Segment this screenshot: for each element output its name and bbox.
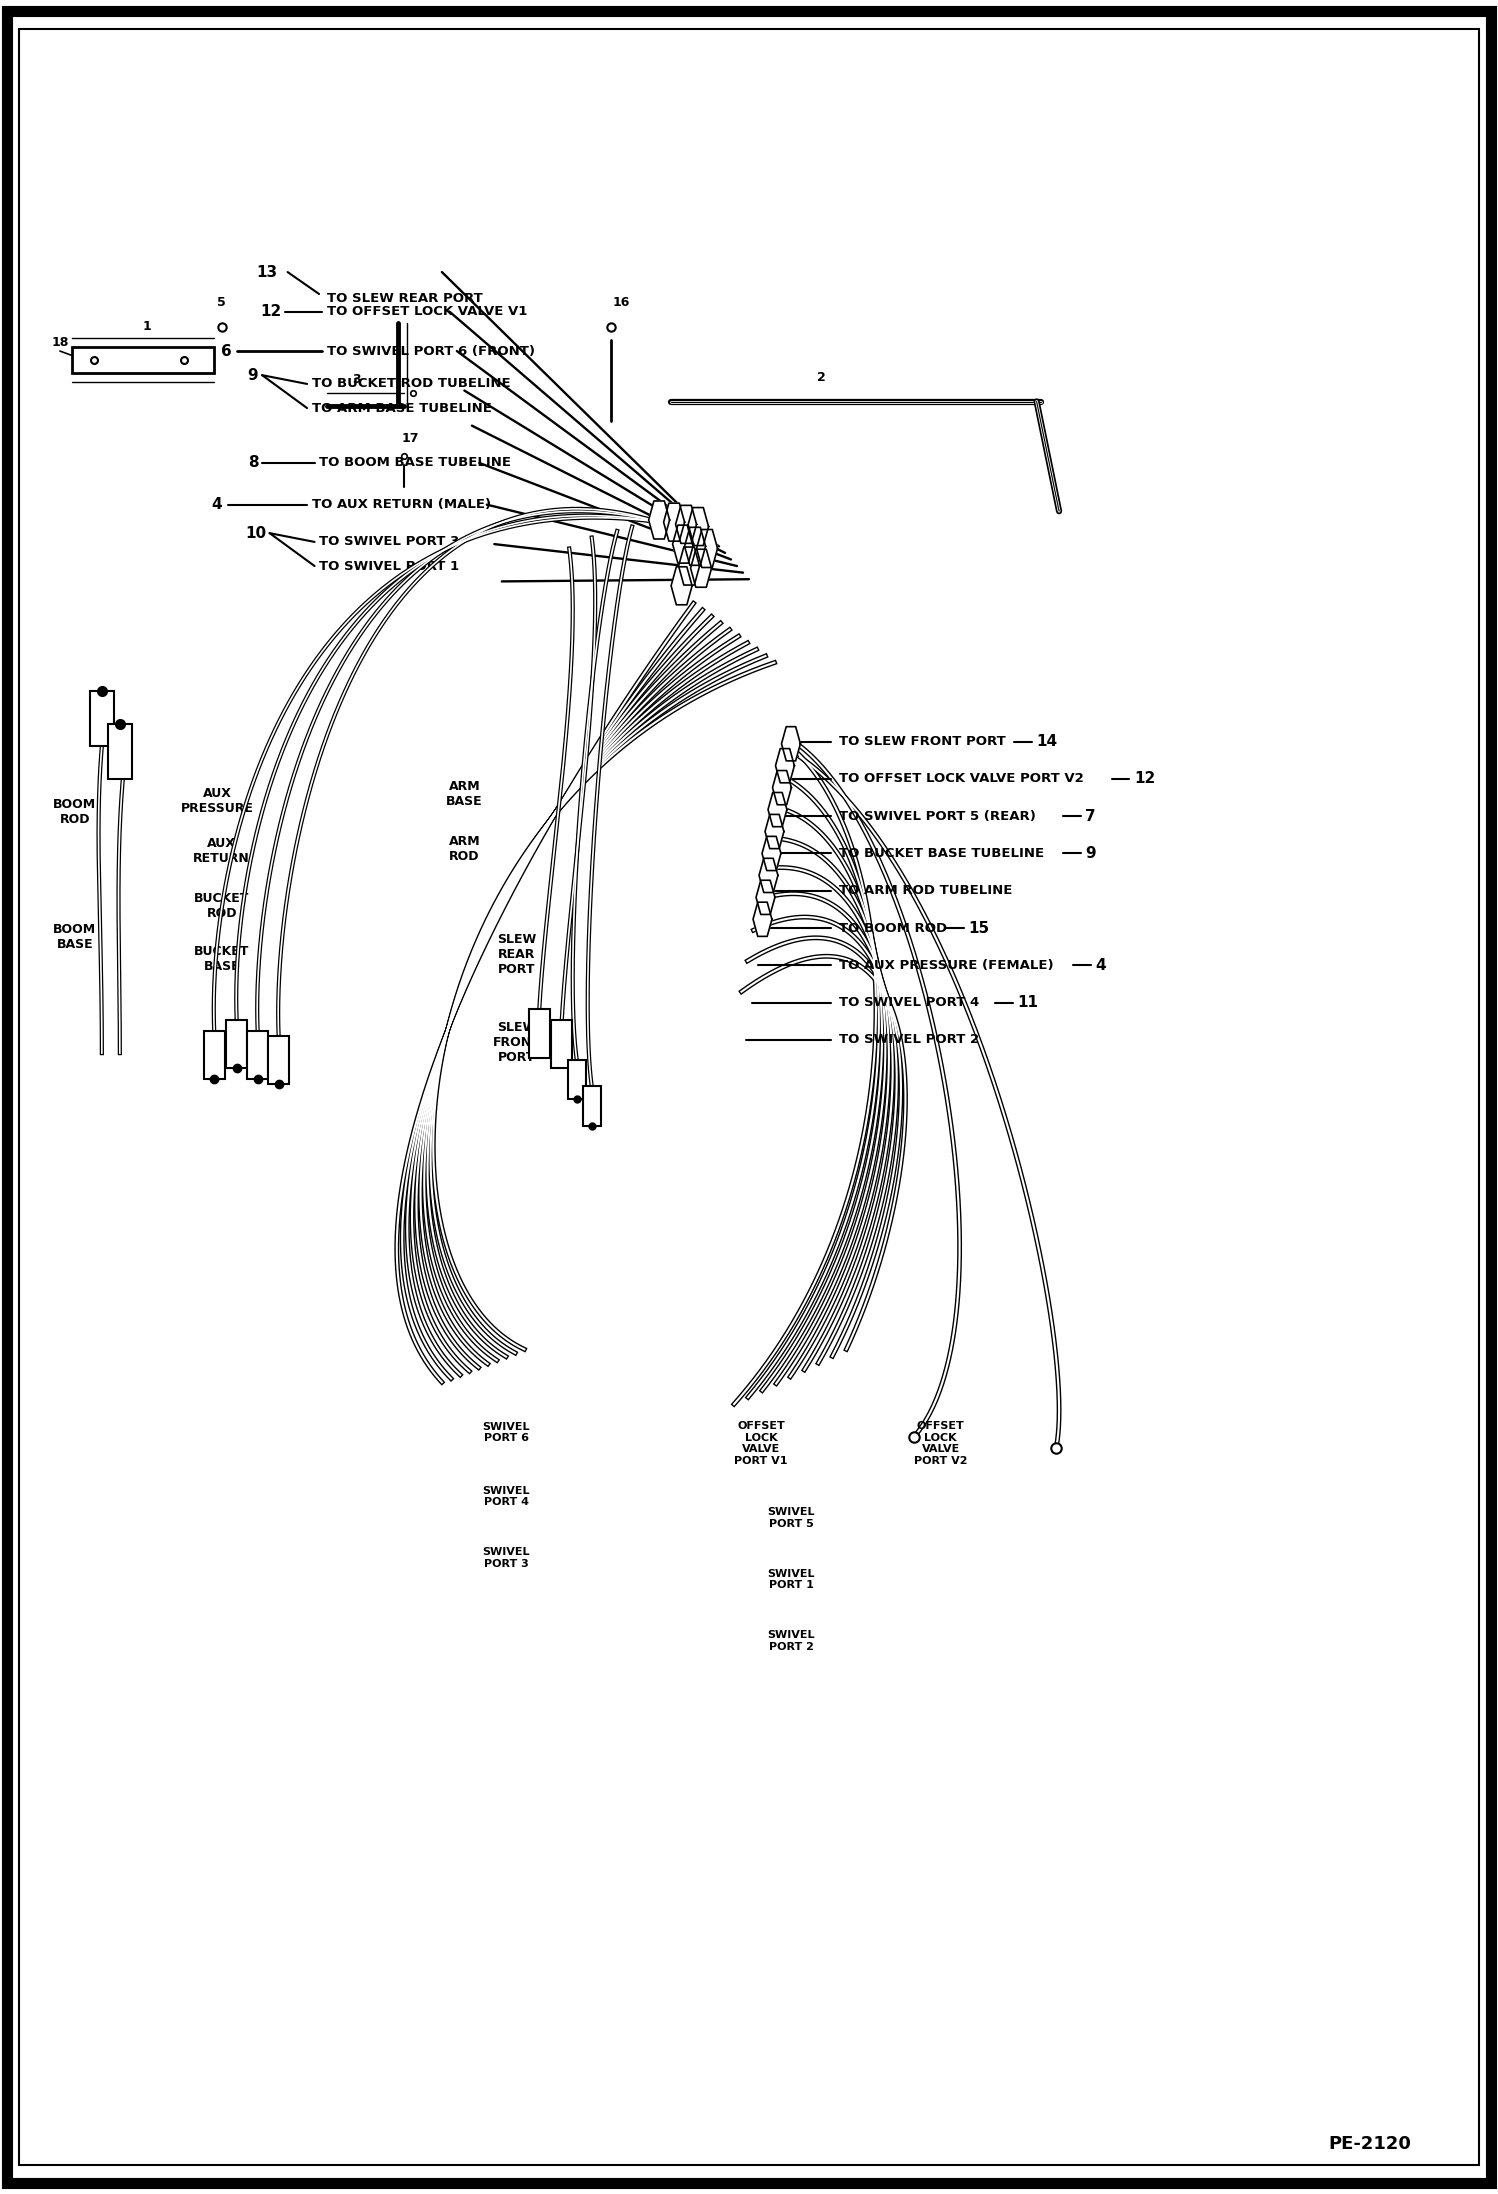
FancyBboxPatch shape: [108, 724, 132, 779]
Text: TO SWIVEL PORT 2: TO SWIVEL PORT 2: [839, 1033, 980, 1047]
Polygon shape: [776, 748, 794, 783]
Text: 5: 5: [217, 296, 226, 309]
Text: 4: 4: [1095, 959, 1106, 972]
Text: 7: 7: [1085, 810, 1097, 823]
Text: 10: 10: [246, 527, 267, 540]
Text: TO ARM ROD TUBELINE: TO ARM ROD TUBELINE: [839, 884, 1013, 897]
Polygon shape: [759, 858, 777, 893]
Text: 8: 8: [249, 456, 259, 470]
Polygon shape: [753, 902, 771, 937]
Polygon shape: [768, 792, 786, 827]
Text: 9: 9: [247, 369, 258, 382]
Text: SWIVEL
PORT 6: SWIVEL PORT 6: [482, 1422, 530, 1444]
Text: OFFSET
LOCK
VALVE
PORT V1: OFFSET LOCK VALVE PORT V1: [734, 1422, 788, 1466]
Text: 9: 9: [1085, 847, 1097, 860]
FancyBboxPatch shape: [204, 1031, 225, 1079]
Text: 16: 16: [613, 296, 631, 309]
FancyBboxPatch shape: [551, 1020, 572, 1068]
Text: 1: 1: [142, 320, 151, 333]
Text: BUCKET
ROD: BUCKET ROD: [195, 893, 249, 919]
Text: TO BOOM ROD: TO BOOM ROD: [839, 921, 947, 935]
Text: TO ARM BASE TUBELINE: TO ARM BASE TUBELINE: [312, 402, 491, 415]
Text: 15: 15: [969, 921, 990, 935]
Text: 12: 12: [1134, 772, 1155, 785]
Text: TO SWIVEL PORT 4: TO SWIVEL PORT 4: [839, 996, 980, 1009]
Text: TO BUCKET ROD TUBELINE: TO BUCKET ROD TUBELINE: [312, 377, 511, 391]
Text: PE-2120: PE-2120: [1329, 2135, 1411, 2152]
FancyBboxPatch shape: [568, 1060, 586, 1099]
Text: 2: 2: [816, 371, 825, 384]
Polygon shape: [762, 836, 780, 871]
Polygon shape: [664, 502, 685, 542]
Text: BUCKET
BASE: BUCKET BASE: [195, 946, 249, 972]
Text: SWIVEL
PORT 2: SWIVEL PORT 2: [767, 1630, 815, 1652]
Text: ARM
ROD: ARM ROD: [448, 836, 481, 862]
Polygon shape: [688, 507, 709, 546]
Polygon shape: [679, 546, 700, 586]
Text: TO SWIVEL PORT 6 (FRONT): TO SWIVEL PORT 6 (FRONT): [327, 344, 535, 358]
Polygon shape: [685, 527, 706, 566]
Text: TO SWIVEL PORT 3: TO SWIVEL PORT 3: [319, 535, 460, 548]
Polygon shape: [756, 880, 774, 915]
Text: 3: 3: [352, 373, 361, 386]
Text: TO SLEW REAR PORT: TO SLEW REAR PORT: [327, 292, 482, 305]
Text: 4: 4: [211, 498, 222, 511]
Text: 11: 11: [1017, 996, 1038, 1009]
Text: 14: 14: [1037, 735, 1058, 748]
Text: TO SWIVEL PORT 5 (REAR): TO SWIVEL PORT 5 (REAR): [839, 810, 1035, 823]
Text: TO SLEW FRONT PORT: TO SLEW FRONT PORT: [839, 735, 1005, 748]
Text: 6: 6: [222, 344, 232, 358]
FancyBboxPatch shape: [268, 1036, 289, 1084]
Text: 17: 17: [401, 432, 419, 445]
FancyBboxPatch shape: [226, 1020, 247, 1068]
FancyBboxPatch shape: [90, 691, 114, 746]
Text: SLEW
FRONT
PORT: SLEW FRONT PORT: [493, 1020, 541, 1064]
Text: 12: 12: [261, 305, 282, 318]
Text: AUX
RETURN: AUX RETURN: [193, 838, 250, 864]
Polygon shape: [676, 505, 697, 544]
Polygon shape: [691, 548, 712, 588]
Polygon shape: [765, 814, 783, 849]
Text: BOOM
ROD: BOOM ROD: [54, 799, 96, 825]
Text: TO AUX PRESSURE (FEMALE): TO AUX PRESSURE (FEMALE): [839, 959, 1053, 972]
FancyBboxPatch shape: [247, 1031, 268, 1079]
Text: TO OFFSET LOCK VALVE PORT V2: TO OFFSET LOCK VALVE PORT V2: [839, 772, 1083, 785]
Text: SWIVEL
PORT 1: SWIVEL PORT 1: [767, 1569, 815, 1591]
Polygon shape: [782, 726, 800, 761]
Text: 18: 18: [51, 336, 69, 349]
Text: SWIVEL
PORT 3: SWIVEL PORT 3: [482, 1547, 530, 1569]
Text: ARM
BASE: ARM BASE: [446, 781, 482, 807]
Polygon shape: [773, 770, 791, 805]
Polygon shape: [673, 524, 694, 564]
Text: TO BOOM BASE TUBELINE: TO BOOM BASE TUBELINE: [319, 456, 511, 470]
FancyBboxPatch shape: [583, 1086, 601, 1126]
Polygon shape: [649, 500, 670, 540]
Text: TO SWIVEL PORT 1: TO SWIVEL PORT 1: [319, 559, 460, 573]
Text: AUX
PRESSURE: AUX PRESSURE: [181, 788, 253, 814]
Text: OFFSET
LOCK
VALVE
PORT V2: OFFSET LOCK VALVE PORT V2: [914, 1422, 968, 1466]
Polygon shape: [671, 566, 692, 606]
Text: SWIVEL
PORT 4: SWIVEL PORT 4: [482, 1485, 530, 1507]
Text: SLEW
REAR
PORT: SLEW REAR PORT: [497, 932, 536, 976]
Text: TO BUCKET BASE TUBELINE: TO BUCKET BASE TUBELINE: [839, 847, 1044, 860]
Text: TO OFFSET LOCK VALVE V1: TO OFFSET LOCK VALVE V1: [327, 305, 527, 318]
FancyBboxPatch shape: [529, 1009, 550, 1058]
FancyBboxPatch shape: [72, 347, 214, 373]
Text: SWIVEL
PORT 5: SWIVEL PORT 5: [767, 1507, 815, 1529]
Text: TO AUX RETURN (MALE): TO AUX RETURN (MALE): [312, 498, 491, 511]
Text: BOOM
BASE: BOOM BASE: [54, 924, 96, 950]
Polygon shape: [697, 529, 718, 568]
Text: 13: 13: [256, 265, 277, 279]
